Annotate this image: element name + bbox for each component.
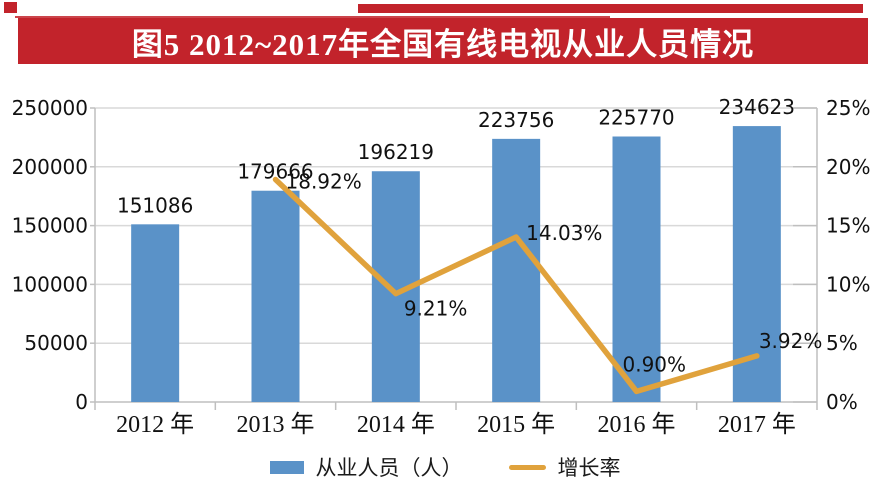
y-right-tick-label: 10% xyxy=(826,272,870,296)
y-left-tick-label: 150000 xyxy=(12,214,88,238)
bar-2013 xyxy=(251,190,300,402)
bar-value-label: 151086 xyxy=(117,193,193,217)
top-border-decoration xyxy=(15,16,610,18)
bar-2015 xyxy=(492,138,541,402)
x-axis-label: 2012 年 xyxy=(116,411,194,438)
y-left-tick-label: 250000 xyxy=(12,96,88,120)
x-axis-label: 2014 年 xyxy=(357,411,435,438)
y-right-tick-label: 25% xyxy=(826,96,870,120)
y-left-tick-label: 50000 xyxy=(24,331,88,355)
bar-value-label: 223756 xyxy=(478,108,554,132)
legend-item-employees: 从业人员（人） xyxy=(269,452,463,482)
legend-item-growth-rate: 增长率 xyxy=(508,452,621,482)
growth-rate-label: 14.03% xyxy=(526,221,602,245)
x-axis-label: 2017 年 xyxy=(718,411,796,438)
y-right-tick-label: 20% xyxy=(826,155,870,179)
growth-rate-label: 3.92% xyxy=(759,329,823,353)
growth-rate-line xyxy=(272,176,760,395)
legend-label-growth-rate: 增长率 xyxy=(557,456,621,480)
top-left-red-mark xyxy=(4,2,17,13)
legend-label-employees: 从业人员（人） xyxy=(315,456,463,480)
growth-rate-label: 18.92% xyxy=(286,170,362,194)
chart-title: 图5 2012~2017年全国有线电视从业人员情况 xyxy=(131,26,755,62)
y-right-tick-label: 15% xyxy=(826,214,870,238)
top-border-decoration-band xyxy=(358,4,863,13)
title-banner: 图5 2012~2017年全国有线电视从业人员情况 xyxy=(18,18,868,64)
y-right-tick-label: 0% xyxy=(826,390,858,414)
line-series-swatch xyxy=(508,464,546,470)
bar-value-label: 196219 xyxy=(358,140,434,164)
bar-2016 xyxy=(612,136,661,402)
bar-2012 xyxy=(131,224,180,402)
growth-rate-label: 0.90% xyxy=(623,352,687,376)
bar-series-swatch xyxy=(269,460,304,474)
x-axis-label: 2015 年 xyxy=(477,411,555,438)
growth-rate-label: 9.21% xyxy=(404,297,468,321)
chart-legend: 从业人员（人） 增长率 xyxy=(0,452,890,482)
y-left-tick-label: 0 xyxy=(75,390,88,414)
bar-value-label: 225770 xyxy=(598,105,674,129)
y-right-tick-label: 5% xyxy=(826,331,858,355)
bar-value-label: 234623 xyxy=(719,95,795,119)
y-left-tick-label: 200000 xyxy=(12,155,88,179)
x-axis-label: 2016 年 xyxy=(598,411,676,438)
x-axis-label: 2013 年 xyxy=(237,411,315,438)
y-left-tick-label: 100000 xyxy=(12,272,88,296)
